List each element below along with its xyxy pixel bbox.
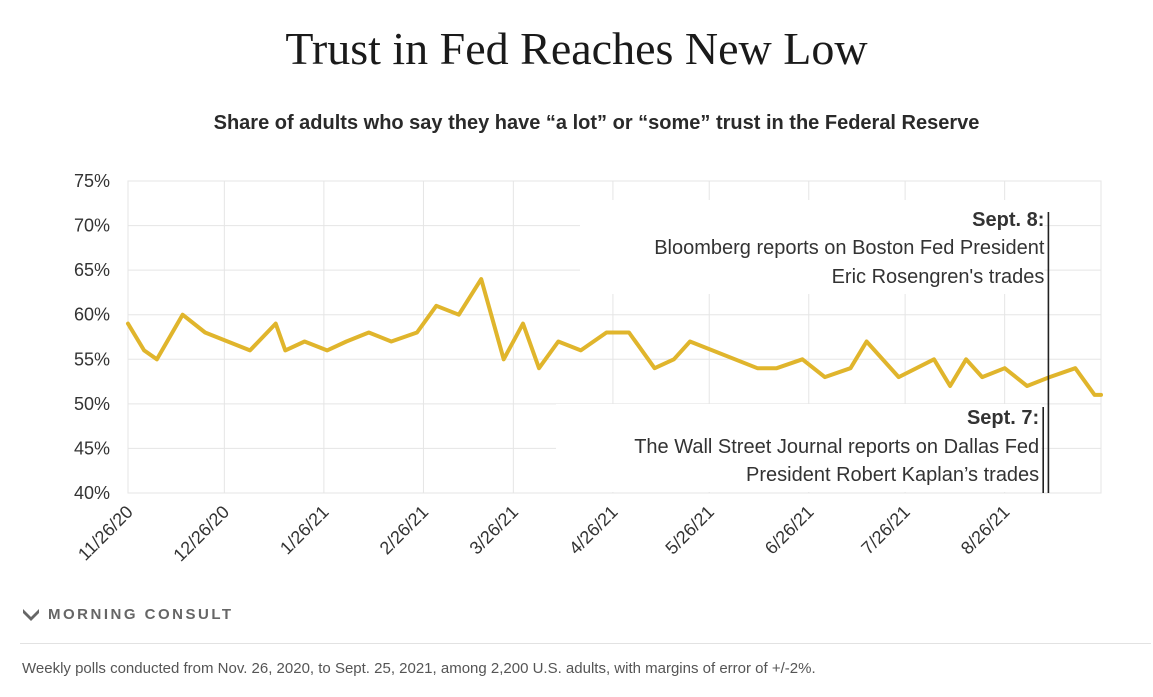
footnote: Weekly polls conducted from Nov. 26, 202… — [22, 660, 816, 677]
annotation-heading-sept7: Sept. 7: — [967, 407, 1039, 429]
annotation-text-sept8: Bloomberg reports on Boston Fed Presiden… — [654, 237, 1045, 259]
y-tick-label: 50% — [74, 394, 110, 414]
chart-title: Trust in Fed Reaches New Low — [285, 23, 868, 74]
annotation-backdrop-sept8 — [580, 200, 1045, 294]
chart-subtitle: Share of adults who say they have “a lot… — [213, 112, 980, 134]
x-tick-label: 6/26/21 — [761, 502, 818, 559]
annotation-text-sept8: Eric Rosengren's trades — [832, 266, 1045, 288]
x-tick-label: 1/26/21 — [276, 502, 333, 559]
y-tick-label: 40% — [74, 483, 110, 503]
morning-consult-logo-icon — [23, 608, 39, 621]
y-tick-label: 75% — [74, 171, 110, 191]
y-tick-label: 70% — [74, 216, 110, 236]
x-tick-label: 8/26/21 — [957, 502, 1014, 559]
annotation-heading-sept8: Sept. 8: — [972, 209, 1044, 231]
x-tick-label: 5/26/21 — [661, 502, 718, 559]
y-tick-label: 55% — [74, 349, 110, 369]
x-tick-label: 3/26/21 — [466, 502, 523, 559]
line-chart: 40% 45% 50% 55% 60% 65% 70% 75% 11/26/20 12/26/2… — [74, 171, 1103, 566]
x-tick-label: 4/26/21 — [565, 502, 622, 559]
x-tick-label: 7/26/21 — [857, 502, 914, 559]
brand-name: MORNING CONSULT — [48, 606, 234, 623]
annotation-backdrop-sept7 — [556, 404, 1042, 492]
footer-divider — [20, 643, 1151, 644]
x-tick-label: 2/26/21 — [376, 502, 433, 559]
y-tick-label: 45% — [74, 438, 110, 458]
y-tick-label: 65% — [74, 260, 110, 280]
brand-logo: MORNING CONSULT — [22, 606, 234, 623]
annotation-text-sept7: The Wall Street Journal reports on Dalla… — [634, 436, 1039, 458]
annotation-text-sept7: President Robert Kaplan’s trades — [746, 464, 1039, 486]
x-tick-label: 11/26/20 — [74, 502, 137, 565]
x-tick-label: 12/26/20 — [169, 502, 233, 566]
y-tick-label: 60% — [74, 305, 110, 325]
trust-series-line — [126, 277, 1103, 397]
